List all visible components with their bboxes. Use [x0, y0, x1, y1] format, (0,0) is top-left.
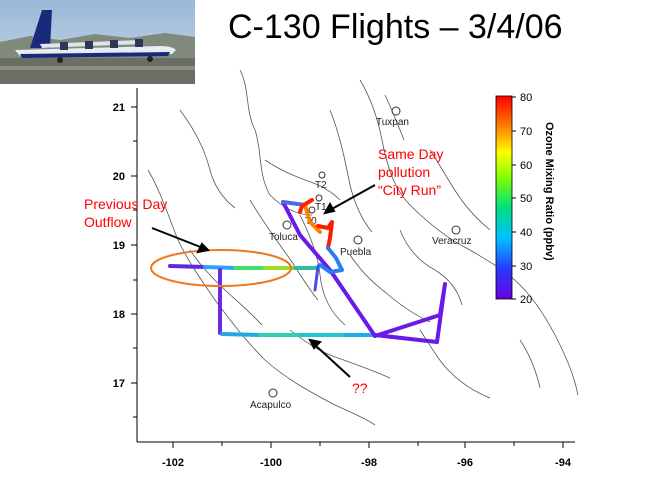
annotation-previous-1: Previous Day	[84, 196, 167, 212]
y-tick-label: 21	[113, 102, 125, 114]
annotation-same-day-1: Same Day	[378, 146, 443, 162]
annotation-question: ??	[352, 380, 368, 396]
x-tick-label: -96	[457, 457, 473, 469]
y-tick-label: 20	[113, 171, 125, 183]
colorbar-tick-label: 50	[520, 193, 532, 205]
x-tick-label: -98	[361, 457, 377, 469]
x-tick-label: -100	[260, 457, 282, 469]
annotation-arrows	[151, 184, 376, 378]
city-label-t1: T1	[315, 202, 327, 213]
annotation-previous-2: Outflow	[84, 214, 132, 230]
x-tick-label: -94	[555, 457, 572, 469]
city-label-tuxpan: Tuxpan	[376, 117, 409, 128]
aircraft-photo	[0, 0, 195, 84]
outflow-ellipse	[150, 249, 292, 287]
colorbar	[495, 95, 513, 300]
page-title: C-130 Flights – 3/4/06	[228, 8, 563, 46]
colorbar-tick-label: 80	[520, 92, 532, 104]
colorbar-tick-label: 30	[520, 261, 532, 273]
city-markers	[268, 106, 461, 398]
annotation-same-day-2: pollution	[378, 164, 430, 180]
city-label-t2: T2	[315, 180, 327, 191]
map-boundaries	[147, 69, 579, 426]
colorbar-tick-label: 60	[520, 160, 532, 172]
colorbar-tick-label: 20	[520, 294, 532, 306]
city-label-toluca: Toluca	[269, 232, 298, 243]
y-tick-label: 19	[113, 240, 125, 252]
annotation-same-day-3: “City Run”	[378, 182, 441, 198]
y-tick-label: 17	[113, 378, 125, 390]
colorbar-ticks	[512, 96, 516, 300]
y-tick-marks	[131, 106, 137, 418]
flight-track	[168, 198, 447, 344]
colorbar-title: Ozone Mixing Ratio (ppbv)	[543, 122, 555, 261]
y-tick-label: 18	[113, 309, 125, 321]
colorbar-tick-label: 70	[520, 126, 532, 138]
city-label-puebla: Puebla	[340, 247, 372, 258]
city-label-veracruz: Veracruz	[432, 236, 471, 247]
colorbar-tick-label: 40	[520, 227, 532, 239]
city-label-acapulco: Acapulco	[250, 400, 292, 411]
x-tick-marks	[172, 442, 564, 448]
x-tick-label: -102	[162, 457, 184, 469]
